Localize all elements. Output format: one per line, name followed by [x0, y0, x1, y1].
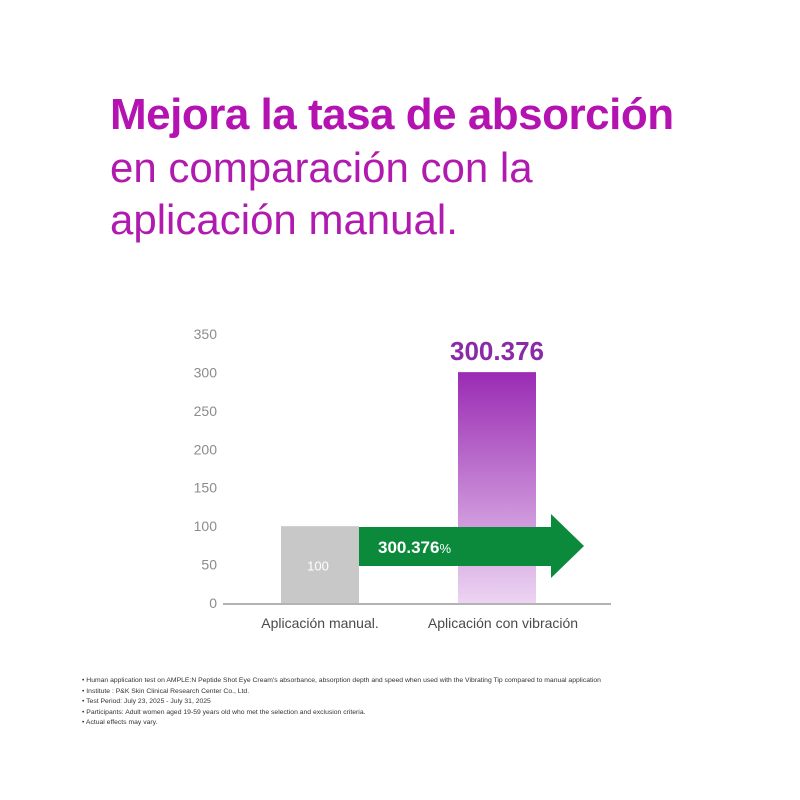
y-tick-label: 50 — [201, 557, 217, 573]
y-tick-label: 150 — [194, 480, 218, 496]
bar — [458, 372, 536, 603]
bar — [281, 526, 359, 603]
x-category-label: Aplicación con vibración — [428, 615, 578, 631]
arrow-label-unit: % — [439, 541, 451, 556]
footnote: Participants: Adult women aged 19-59 yea… — [82, 708, 782, 719]
footnote: Test Period: July 23, 2025 - July 31, 20… — [82, 697, 782, 708]
y-tick-label: 350 — [194, 326, 218, 342]
growth-arrow: 300.376% — [359, 514, 584, 578]
headline-line-2: en comparación con la — [110, 144, 533, 191]
y-axis-ticks: 0 50 100 150 200 250 300 350 — [194, 326, 218, 611]
y-tick-label: 300 — [194, 364, 218, 380]
x-category-label: Aplicación manual. — [261, 615, 379, 631]
headline-line-1: Mejora la tasa de absorción — [110, 90, 674, 139]
footnote: Human application test on AMPLE:N Peptid… — [82, 676, 782, 687]
x-axis-labels: Aplicación manual. Aplicación con vibraci… — [261, 615, 578, 631]
headline-line-3: aplicación manual. — [110, 196, 458, 243]
y-tick-label: 0 — [209, 595, 217, 611]
footnote: Actual effects may vary. — [82, 718, 782, 729]
headline: Mejora la tasa de absorción en comparaci… — [110, 88, 750, 246]
bar-value-label: 300.376 — [450, 336, 544, 366]
y-tick-label: 100 — [194, 518, 218, 534]
y-tick-label: 200 — [194, 441, 218, 457]
footnotes: Human application test on AMPLE:N Peptid… — [82, 676, 782, 729]
arrow-label: 300.376% — [378, 538, 451, 557]
arrow-shape — [359, 514, 584, 578]
footnote: Institute : P&K Skin Clinical Research C… — [82, 687, 782, 698]
bar-value-label: 100 — [307, 559, 329, 574]
y-tick-label: 250 — [194, 403, 218, 419]
